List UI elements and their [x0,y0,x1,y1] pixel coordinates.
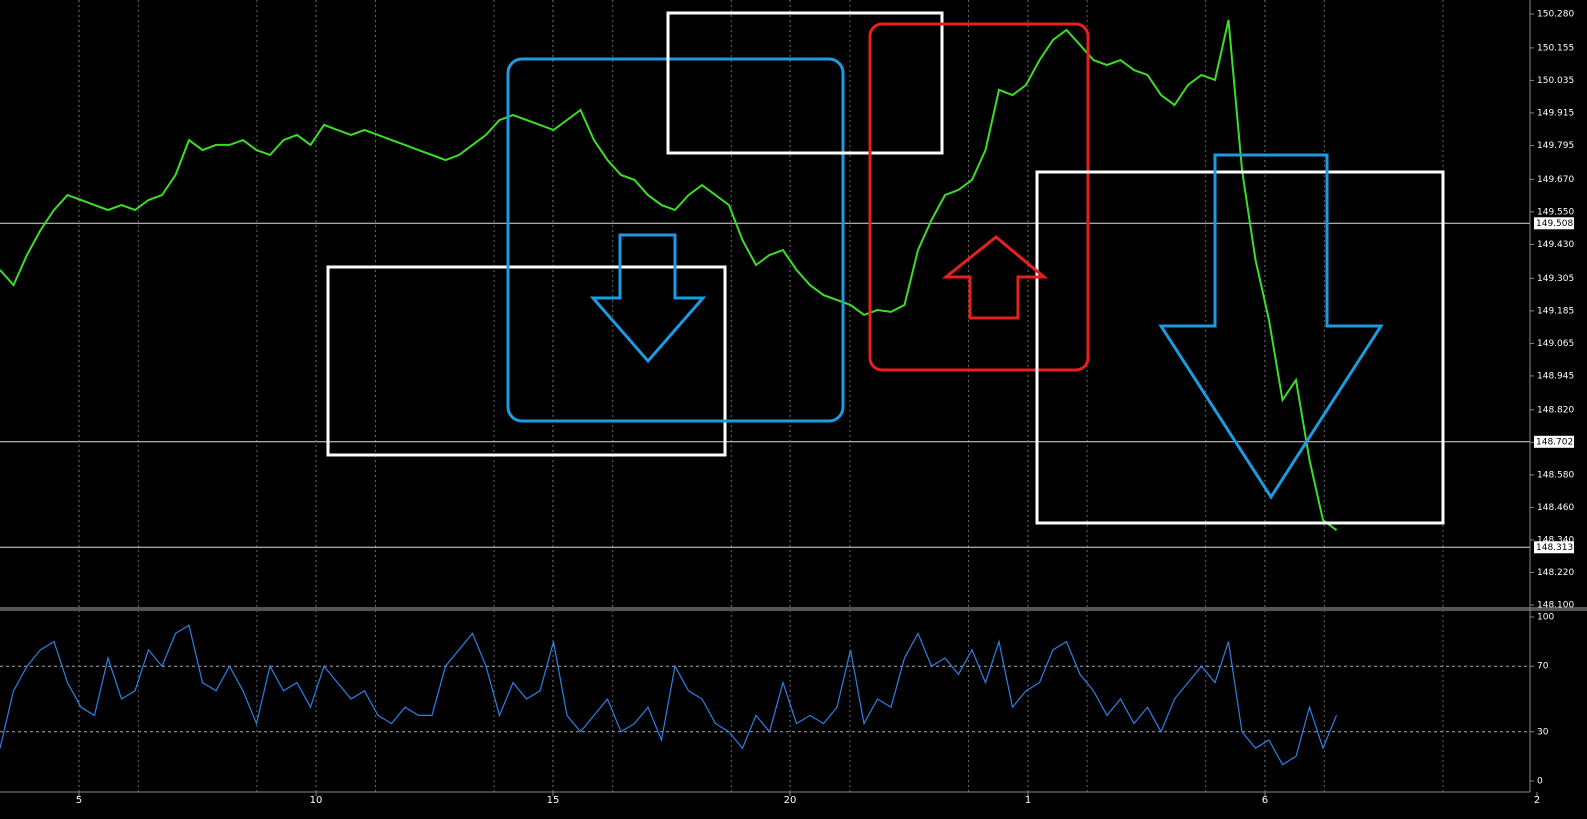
box [868,22,1090,372]
y-tick-label: 149.305 [1537,274,1574,284]
price-label-box [1534,217,1574,230]
x-tick-label: 1 [1025,795,1031,806]
y-tick-label: 148.220 [1537,568,1574,578]
x-tick-label: 5 [76,795,82,806]
y-tick-label: 70 [1537,662,1549,672]
x-tick-label: 20 [784,795,797,806]
up-arrow [941,235,1049,320]
y-tick-label: 149.065 [1537,339,1574,349]
y-tick-label: 148.580 [1537,470,1574,480]
x-tick-label: 10 [310,795,323,806]
series-line [0,624,1338,766]
y-tick-label: 148.340 [1537,535,1574,545]
y-tick-label: 148.820 [1537,405,1574,415]
price-label: 148.702 [1536,437,1573,447]
x-tick-label: 6 [1262,795,1268,806]
y-tick-label: 148.945 [1537,371,1574,381]
y-tick-label: 150.035 [1537,76,1574,86]
panel-separator [0,607,1587,611]
box [326,265,727,457]
plot [0,19,1338,766]
box [666,11,944,155]
y-tick-label: 149.550 [1537,207,1574,217]
series-line [0,19,1338,532]
y-tick-label: 148.460 [1537,503,1574,513]
x-tick-label: 15 [547,795,560,806]
y-tick-label: 149.430 [1537,240,1574,250]
box [1035,170,1445,525]
y-tick-label: 30 [1537,727,1549,737]
grid [0,0,1530,792]
y-tick-label: 150.155 [1537,43,1574,53]
y-tick-label: 150.280 [1537,10,1574,20]
annotations [326,11,1445,525]
y-tick-label: 149.915 [1537,108,1574,118]
y-tick-label: 100 [1537,613,1554,623]
down-arrow [589,233,707,364]
price-label-box [1534,541,1574,554]
y-tick-label: 149.185 [1537,306,1574,316]
y-tick-label: 148.100 [1537,601,1574,611]
x-tick-label: 2 [1534,795,1540,806]
y-tick-label: 0 [1537,777,1543,787]
down-arrow [1158,153,1384,500]
price-label: 148.313 [1536,543,1573,553]
box [506,57,845,423]
price-label: 149.508 [1536,219,1573,229]
price-label-box [1534,435,1574,448]
y-tick-label: 149.795 [1537,141,1574,151]
y-tick-label: 149.670 [1537,175,1574,185]
